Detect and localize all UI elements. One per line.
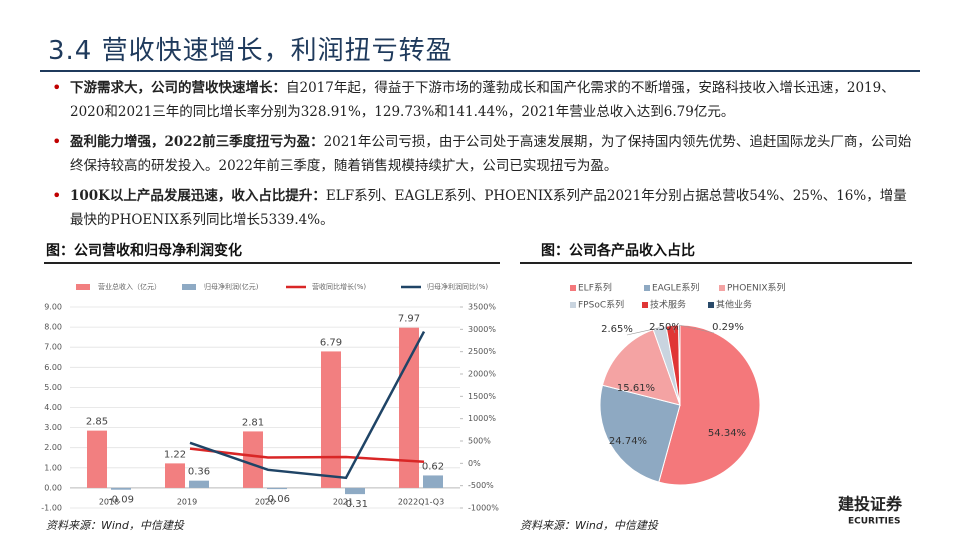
- bar: [345, 487, 365, 495]
- x-tick-label: 2018: [99, 498, 119, 507]
- legend-label: 其他业务: [716, 299, 752, 311]
- data-label: 0.62: [422, 461, 444, 472]
- pie-slice: [599, 384, 681, 483]
- legend-swatch: [642, 302, 648, 308]
- bullet-lead: 盈利能力增强，2022前三季度扭亏为盈：: [70, 134, 324, 150]
- y2-tick-label: 2500%: [468, 347, 496, 356]
- data-label: 6.79: [320, 337, 342, 348]
- data-label: 7.97: [398, 314, 420, 325]
- x-tick-label: 2021: [333, 498, 353, 507]
- data-label: 54.34%: [708, 428, 746, 439]
- y2-tick-label: 3500%: [468, 303, 496, 312]
- bar: [165, 463, 185, 488]
- chart-title: 图：公司营收和归母净利润变化: [46, 242, 242, 259]
- legend-label: ELF系列: [578, 282, 612, 294]
- data-label: 24.74%: [609, 436, 647, 447]
- y-tick-label: 7.00: [44, 343, 62, 352]
- line: [189, 330, 426, 480]
- legend-swatch: [76, 284, 90, 290]
- bar: [87, 430, 107, 488]
- legend-swatch: [570, 302, 576, 308]
- legend-label: 营收同比增长(%): [312, 282, 366, 291]
- y2-tick-label: -1000%: [468, 504, 499, 513]
- legend-label: FPSoC系列: [578, 299, 624, 311]
- y2-tick-label: 2000%: [468, 370, 496, 379]
- legend-label: 技术服务: [650, 299, 686, 311]
- x-tick-label: 2022Q1-Q3: [398, 498, 444, 507]
- bullet-lead: 下游需求大，公司的营收快速增长：: [70, 80, 286, 96]
- bar: [189, 480, 209, 488]
- legend-swatch: [719, 285, 725, 291]
- legend-label: 营业总收入（亿元）: [98, 282, 161, 291]
- legend-swatch: [570, 285, 576, 291]
- data-label: 2.50%: [649, 322, 681, 333]
- y-tick-label: 0.00: [44, 483, 62, 492]
- bar: [267, 487, 287, 490]
- y-tick-label: 4.00: [44, 403, 62, 412]
- data-label: -0.06: [264, 494, 290, 505]
- leader-line: [671, 325, 676, 334]
- y2-tick-label: 1000%: [468, 414, 496, 423]
- data-label: -0.09: [108, 495, 134, 506]
- bar: [399, 327, 419, 488]
- data-label: -0.31: [342, 499, 368, 510]
- y-tick-label: 2.00: [44, 443, 62, 452]
- title-rule: [40, 70, 920, 72]
- bullet: 下游需求大，公司的营收快速增长：自2017年起，得益于下游市场的蓬勃成长和国产化…: [52, 76, 920, 124]
- legend-label: EAGLE系列: [652, 282, 699, 294]
- slide-title: 3.4 营收快速增长，利润扭亏转盈: [48, 36, 453, 66]
- x-tick-label: 2019: [177, 498, 197, 507]
- source: 资料来源：Wind，中信建投: [520, 519, 659, 532]
- y-tick-label: 5.00: [44, 383, 62, 392]
- data-label: 2.81: [242, 417, 264, 428]
- y2-tick-label: 0%: [468, 459, 481, 468]
- data-label: 1.22: [164, 449, 186, 460]
- data-label: 0.36: [188, 467, 210, 478]
- bullet: 盈利能力增强，2022前三季度扭亏为盈：2021年公司亏损，由于公司处于高速发展…: [52, 130, 920, 178]
- bullet-lead: 100K以上产品发展迅速，收入占比提升：: [70, 188, 326, 204]
- chart-title: 图：公司各产品收入占比: [541, 242, 695, 259]
- bullet-text: ELF系列、EAGLE系列、PHOENIX系列产品2021年分别占据总营收54%…: [70, 188, 907, 228]
- legend-label: PHOENIX系列: [727, 282, 786, 294]
- logo-sub: ECURITIES: [848, 517, 900, 527]
- data-label: 0.29%: [712, 322, 744, 333]
- y-tick-label: -1.00: [41, 504, 62, 513]
- source: 资料来源：Wind，中信建投: [46, 519, 185, 532]
- y-tick-label: 6.00: [44, 363, 62, 372]
- bar: [423, 475, 443, 488]
- legend-swatch: [644, 285, 650, 291]
- legend-swatch: [182, 284, 196, 290]
- pie-slice: [658, 324, 761, 486]
- y-tick-label: 3.00: [44, 423, 62, 432]
- bullet-text: 2021年公司亏损，由于公司处于高速发展期，为了保持国内领先优势、追赶国际龙头厂…: [70, 134, 912, 174]
- leader-line: [679, 324, 715, 334]
- y2-tick-label: 3000%: [468, 325, 496, 334]
- data-label: 15.61%: [617, 383, 655, 394]
- y-tick-label: 9.00: [44, 303, 62, 312]
- y-tick-label: 1.00: [44, 463, 62, 472]
- y2-tick-label: -500%: [468, 481, 494, 490]
- y2-tick-label: 1500%: [468, 392, 496, 401]
- logo: 建投证券: [838, 495, 903, 514]
- data-label: 2.85: [86, 417, 108, 428]
- line: [189, 447, 425, 464]
- x-tick-label: 2020: [255, 498, 275, 507]
- legend-swatch: [708, 302, 714, 308]
- bullet: 100K以上产品发展迅速，收入占比提升：ELF系列、EAGLE系列、PHOENI…: [52, 184, 920, 232]
- legend-label: 归母净利润(亿元): [204, 282, 259, 291]
- bar: [243, 431, 263, 488]
- pie-slice: [601, 328, 681, 406]
- leader-line: [626, 327, 660, 336]
- legend-label: 归母净利润同比(%): [427, 282, 488, 291]
- bar: [111, 487, 131, 490]
- y-tick-label: 8.00: [44, 323, 62, 332]
- data-label: 2.65%: [601, 324, 633, 335]
- y2-tick-label: 500%: [468, 437, 491, 446]
- bar: [321, 351, 341, 488]
- bullet-text: 自2017年起，得益于下游市场的蓬勃成长和国产化需求的不断增强，安路科技收入增长…: [70, 80, 895, 120]
